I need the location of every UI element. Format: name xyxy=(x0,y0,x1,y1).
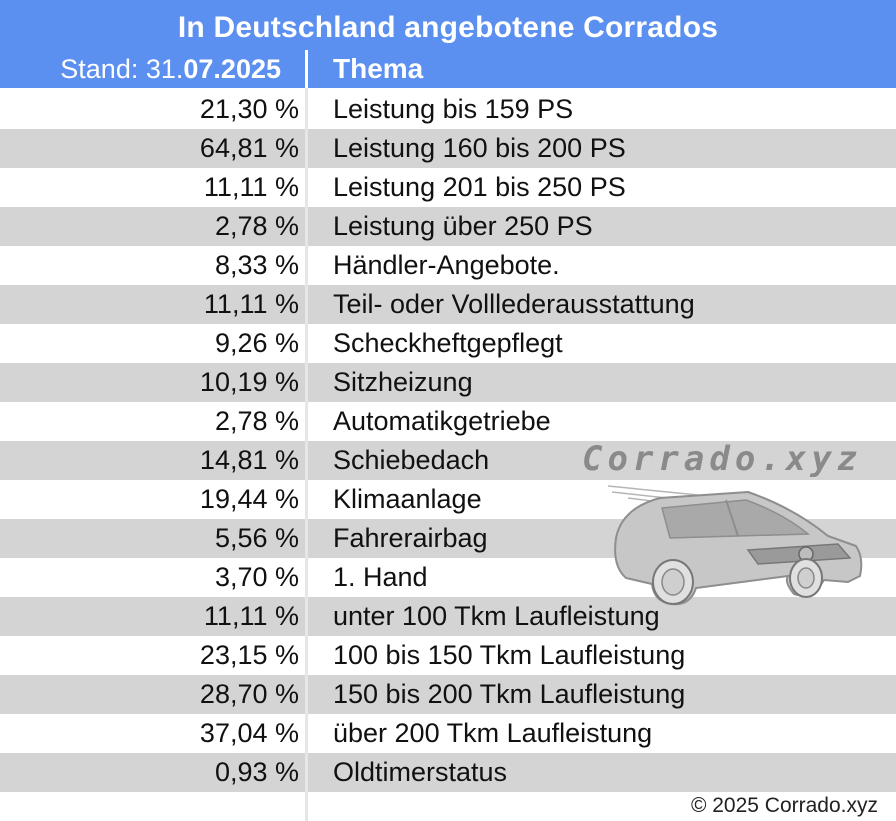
table-row: 23,15 % 100 bis 150 Tkm Laufleistung xyxy=(0,636,896,675)
row-topic: Scheckheftgepflegt xyxy=(333,328,563,358)
row-percent: 64,81 % xyxy=(199,133,299,163)
watermark-text: Corrado.xyz xyxy=(582,439,863,479)
row-topic: Oldtimerstatus xyxy=(333,757,508,787)
row-percent: 0,93 % xyxy=(214,757,299,787)
row-topic: Leistung bis 159 PS xyxy=(333,94,574,124)
row-topic: Schiebedach xyxy=(333,445,490,475)
table-row: 37,04 % über 200 Tkm Laufleistung xyxy=(0,714,896,753)
table-row: 14,81 % Schiebedach xyxy=(0,441,896,480)
page-title: In Deutschland angebotene Corrados xyxy=(177,11,719,44)
copyright-footer: © 2025 Corrado.xyz xyxy=(690,794,878,817)
stand-date-heading: Stand: 31.07.2025 xyxy=(0,50,305,88)
row-percent: 9,26 % xyxy=(214,328,299,358)
row-topic: 150 bis 200 Tkm Laufleistung xyxy=(333,679,686,709)
row-percent: 21,30 % xyxy=(199,94,299,124)
row-percent: 28,70 % xyxy=(199,679,299,709)
row-percent: 37,04 % xyxy=(199,718,299,748)
row-percent: 3,70 % xyxy=(214,562,299,592)
table-row: 8,33 % Händler-Angebote. xyxy=(0,246,896,285)
table-row: 11,11 % Leistung 201 bis 250 PS xyxy=(0,168,896,207)
table-row: 21,30 % Leistung bis 159 PS xyxy=(0,90,896,129)
row-topic: Klimaanlage xyxy=(333,484,482,514)
row-topic: Leistung 201 bis 250 PS xyxy=(333,172,626,202)
row-percent: 2,78 % xyxy=(214,211,299,241)
row-percent: 14,81 % xyxy=(199,445,299,475)
stand-date-value: 07.2025 xyxy=(183,54,281,84)
row-topic: unter 100 Tkm Laufleistung xyxy=(333,601,660,631)
table-row: 9,26 % Scheckheftgepflegt xyxy=(0,324,896,363)
row-topic: Teil- oder Volllederausstattung xyxy=(333,289,695,319)
row-topic: 1. Hand xyxy=(333,562,428,592)
row-topic: Sitzheizung xyxy=(333,367,473,397)
row-topic: Fahrerairbag xyxy=(333,523,488,553)
table-row: 10,19 % Sitzheizung xyxy=(0,363,896,402)
row-percent: 23,15 % xyxy=(199,640,299,670)
row-topic: Leistung 160 bis 200 PS xyxy=(333,133,626,163)
row-percent: 10,19 % xyxy=(199,367,299,397)
row-topic: über 200 Tkm Laufleistung xyxy=(333,718,653,748)
table-header: In Deutschland angebotene Corrados Stand… xyxy=(0,0,896,88)
table-row: 28,70 % 150 bis 200 Tkm Laufleistung xyxy=(0,675,896,714)
row-percent: 11,11 % xyxy=(203,172,299,202)
table-row: 11,11 % Teil- oder Volllederausstattung xyxy=(0,285,896,324)
table-row: 3,70 % 1. Hand xyxy=(0,558,896,597)
row-topic: Händler-Angebote. xyxy=(333,250,560,280)
row-topic: Leistung über 250 PS xyxy=(333,211,593,241)
stand-date-prefix: Stand: 31. xyxy=(60,54,184,84)
row-percent: 11,11 % xyxy=(203,289,299,319)
table-row: 2,78 % Automatikgetriebe xyxy=(0,402,896,441)
row-percent: 11,11 % xyxy=(203,601,299,631)
table-row: 0,93 % Oldtimerstatus xyxy=(0,753,896,792)
row-percent: 19,44 % xyxy=(199,484,299,514)
column-divider xyxy=(305,50,308,821)
table-row: 2,78 % Leistung über 250 PS xyxy=(0,207,896,246)
table-row: 64,81 % Leistung 160 bis 200 PS xyxy=(0,129,896,168)
row-topic: 100 bis 150 Tkm Laufleistung xyxy=(333,640,686,670)
table-row: 11,11 % unter 100 Tkm Laufleistung xyxy=(0,597,896,636)
row-percent: 2,78 % xyxy=(214,406,299,436)
topic-column-heading: Thema xyxy=(333,53,424,84)
table-row: 19,44 % Klimaanlage xyxy=(0,480,896,519)
row-topic: Automatikgetriebe xyxy=(333,406,551,436)
row-percent: 8,33 % xyxy=(214,250,299,280)
car-silhouette-icon xyxy=(607,485,863,606)
row-percent: 5,56 % xyxy=(214,523,299,553)
